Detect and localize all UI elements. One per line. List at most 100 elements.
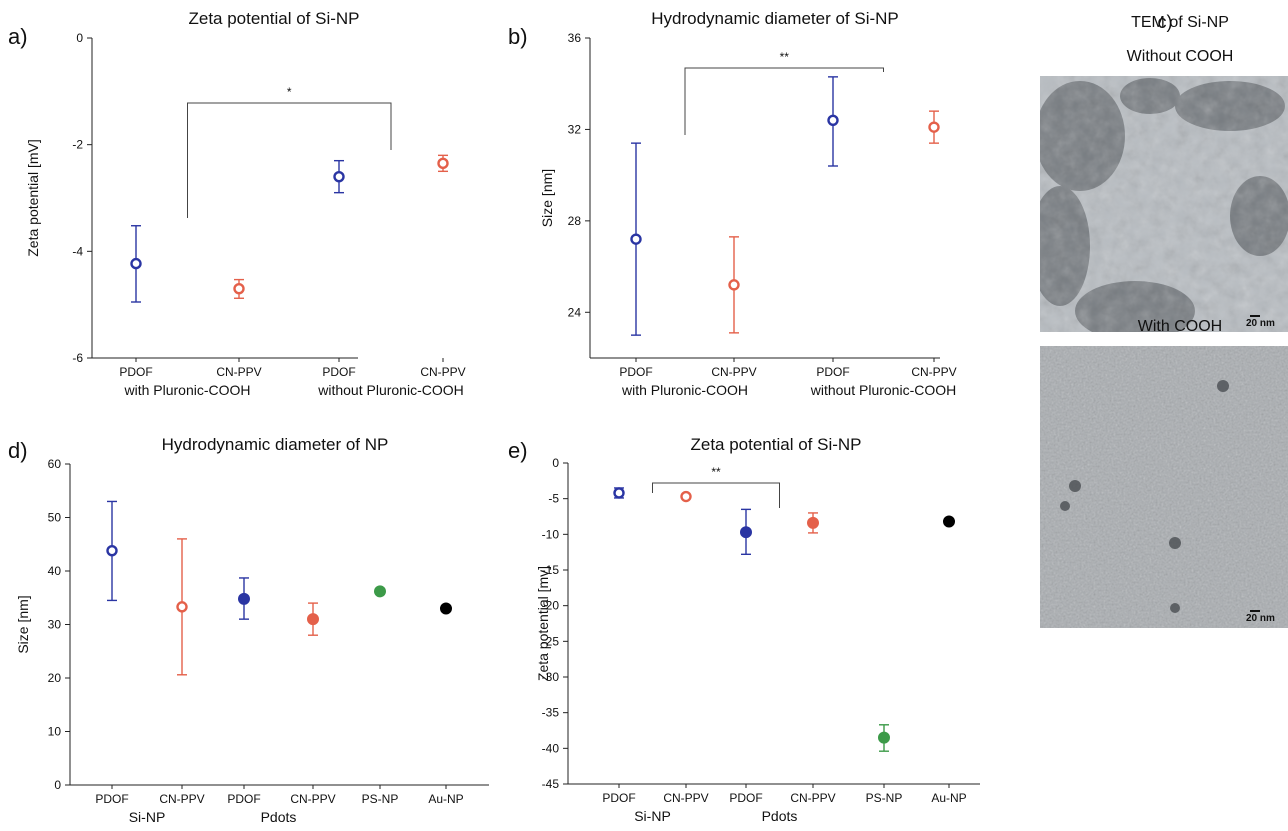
x-tick-label-d-5: Au-NP	[428, 792, 463, 806]
x-tick-label-e-1: CN-PPV	[663, 791, 708, 805]
significance-bracket-a	[187, 102, 392, 218]
group-label-b-0: with Pluronic-COOH	[621, 382, 748, 398]
x-tick-label-d-1: CN-PPV	[159, 792, 204, 806]
panel-label-d: d)	[8, 438, 28, 463]
tem-label-without-cooh: Without COOH	[1126, 48, 1234, 65]
panel-label-e: e)	[508, 438, 528, 463]
group-label-e-1: Pdots	[762, 808, 798, 824]
chart-title-d: Hydrodynamic diameter of NP	[162, 435, 389, 454]
significance-bracket-b	[684, 67, 884, 135]
x-tick-label-a-2: PDOF	[322, 365, 355, 379]
data-point-d-1	[176, 601, 188, 613]
y-tick-label-d-5: 50	[48, 511, 62, 525]
y-tick-label-d-6: 60	[48, 457, 62, 471]
y-axis-label-d: Size [nm]	[15, 595, 31, 653]
tem-image-with-cooh-texture	[1040, 346, 1288, 628]
y-tick-label-b-1: 28	[568, 214, 582, 228]
y-tick-label-e-3: -15	[542, 563, 560, 577]
data-point-e-0	[613, 487, 625, 499]
y-tick-label-a-1: -2	[72, 138, 83, 152]
data-point-b-3	[928, 121, 940, 133]
data-point-e-2	[740, 526, 752, 539]
x-tick-label-b-1: CN-PPV	[711, 365, 756, 379]
tem-image-with-cooh	[1040, 346, 1288, 628]
panel-label-c: c)	[1157, 12, 1173, 32]
data-point-d-4	[374, 585, 386, 598]
x-tick-label-e-2: PDOF	[729, 791, 762, 805]
chart-title-b: Hydrodynamic diameter of Si-NP	[651, 9, 899, 28]
tem-image-without-cooh	[1040, 76, 1288, 332]
data-point-e-4	[878, 731, 890, 744]
y-tick-label-d-1: 10	[48, 725, 62, 739]
y-tick-label-d-2: 20	[48, 671, 62, 685]
y-tick-label-b-0: 24	[568, 305, 582, 319]
y-axis-label-a: Zeta potential [mV]	[25, 139, 41, 257]
x-tick-label-d-0: PDOF	[95, 792, 128, 806]
data-point-d-5	[440, 602, 452, 615]
y-axis-label-e: Zeta potential [mv]	[535, 566, 551, 681]
y-axis-label-b: Size [nm]	[539, 169, 555, 227]
y-tick-label-e-5: -25	[542, 634, 560, 648]
y-tick-label-e-4: -20	[542, 599, 560, 613]
y-tick-label-e-8: -40	[542, 741, 560, 755]
significance-label-a: *	[287, 85, 292, 99]
data-point-a-0	[130, 257, 142, 270]
y-tick-label-e-6: -30	[542, 670, 560, 684]
y-tick-label-d-4: 40	[48, 564, 62, 578]
significance-bracket-e	[652, 482, 780, 508]
y-tick-label-d-3: 30	[48, 618, 62, 632]
y-tick-label-b-2: 32	[568, 122, 582, 136]
x-tick-label-e-3: CN-PPV	[790, 791, 835, 805]
data-point-d-2	[238, 592, 250, 605]
x-tick-label-e-4: PS-NP	[866, 791, 903, 805]
scalebar-bottom: 20 nm	[1246, 610, 1275, 624]
y-tick-label-e-7: -35	[542, 706, 560, 720]
data-point-a-1	[233, 282, 245, 295]
x-tick-label-b-3: CN-PPV	[911, 365, 956, 379]
x-tick-label-d-4: PS-NP	[362, 792, 399, 806]
chart-title-e: Zeta potential of Si-NP	[690, 435, 861, 454]
y-tick-label-e-9: -45	[542, 777, 560, 791]
y-tick-label-a-0: 0	[76, 31, 83, 45]
y-tick-label-a-2: -4	[72, 244, 83, 258]
x-tick-label-e-0: PDOF	[602, 791, 635, 805]
group-label-d-0: Si-NP	[129, 809, 166, 825]
data-point-d-0	[106, 544, 118, 557]
group-label-d-1: Pdots	[261, 809, 297, 825]
tem-label-with-cooh: With COOH	[1137, 318, 1223, 335]
data-point-a-3	[437, 157, 449, 170]
panel-label-a: a)	[8, 24, 28, 49]
y-tick-label-e-2: -10	[542, 527, 560, 541]
x-tick-label-a-1: CN-PPV	[216, 365, 261, 379]
x-tick-label-a-0: PDOF	[119, 365, 152, 379]
panel-label-b: b)	[508, 24, 528, 49]
data-point-b-0	[630, 233, 642, 245]
group-label-b-1: without Pluronic-COOH	[810, 382, 957, 398]
x-tick-label-b-2: PDOF	[816, 365, 849, 379]
tem-title: TEM of Si-NP	[1131, 14, 1229, 31]
y-tick-label-a-3: -6	[72, 351, 83, 365]
data-point-e-3	[807, 516, 819, 529]
tem-image-without-cooh-texture	[1040, 76, 1288, 332]
scalebar-top: 20 nm	[1246, 315, 1275, 329]
x-tick-label-e-5: Au-NP	[931, 791, 966, 805]
significance-label-b: **	[780, 50, 790, 64]
data-point-a-2	[333, 170, 345, 183]
group-label-a-0: with Pluronic-COOH	[123, 382, 250, 398]
data-point-d-3	[307, 613, 319, 626]
data-point-e-1	[680, 490, 692, 503]
data-point-b-1	[728, 279, 740, 291]
y-tick-label-e-0: 0	[552, 456, 559, 470]
group-label-a-1: without Pluronic-COOH	[317, 382, 464, 398]
x-tick-label-d-3: CN-PPV	[290, 792, 335, 806]
x-tick-label-a-3: CN-PPV	[420, 365, 465, 379]
x-tick-label-b-0: PDOF	[619, 365, 652, 379]
significance-label-e: **	[711, 465, 721, 479]
data-point-e-5	[943, 515, 955, 528]
y-tick-label-d-0: 0	[54, 778, 61, 792]
chart-title-a: Zeta potential of Si-NP	[188, 9, 359, 28]
y-tick-label-e-1: -5	[548, 492, 559, 506]
y-tick-label-b-3: 36	[568, 31, 582, 45]
group-label-e-0: Si-NP	[634, 808, 671, 824]
